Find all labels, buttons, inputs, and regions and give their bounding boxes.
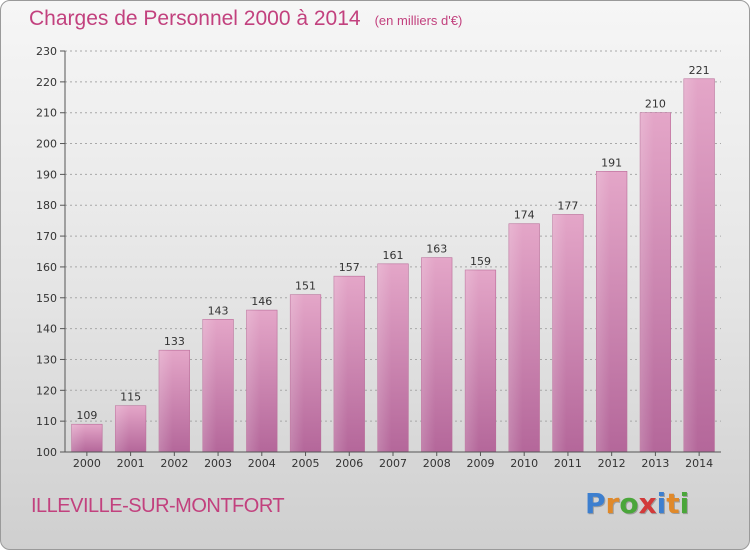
bar-highlight-2008 (421, 257, 436, 452)
logo-letter: x (638, 487, 657, 520)
data-label-2012: 191 (601, 156, 622, 169)
bar-highlight-2000 (71, 424, 86, 452)
x-tick-label-2006: 2006 (335, 457, 363, 470)
bar-highlight-2013 (640, 112, 654, 452)
x-tick-label-2005: 2005 (292, 457, 320, 470)
x-tick-label-2010: 2010 (510, 457, 538, 470)
x-tick-label-2000: 2000 (73, 457, 101, 470)
x-tick-label-2001: 2001 (117, 457, 145, 470)
y-tick-label: 140 (36, 323, 57, 336)
y-tick-label: 180 (36, 199, 57, 212)
bar-highlight-2002 (159, 350, 173, 452)
logo-letter: i (656, 487, 667, 520)
bar-highlight-2007 (377, 263, 392, 452)
logo-letter: t (666, 487, 680, 520)
y-tick-label: 220 (36, 76, 57, 89)
bar-highlight-2004 (246, 310, 261, 452)
chart-title-text: Charges de Personnel 2000 à 2014 (29, 7, 361, 30)
y-tick-label: 110 (36, 415, 57, 428)
bar-highlight-2005 (290, 294, 305, 452)
data-label-2002: 133 (164, 335, 185, 348)
data-label-2011: 177 (557, 199, 578, 212)
x-tick-label-2013: 2013 (641, 457, 669, 470)
data-label-2000: 109 (76, 409, 97, 422)
logo-letter: r (605, 487, 620, 520)
y-tick-label: 130 (36, 353, 57, 366)
bar-highlight-2011 (552, 214, 567, 452)
x-tick-label-2003: 2003 (204, 457, 232, 470)
y-tick-label: 150 (36, 292, 57, 305)
data-label-2004: 146 (251, 295, 272, 308)
data-label-2010: 174 (514, 209, 535, 222)
y-tick-label: 120 (36, 384, 57, 397)
bar-highlight-2001 (115, 405, 130, 452)
logo-letter: i (679, 487, 690, 520)
y-tick-label: 160 (36, 261, 57, 274)
logo-letter: o (619, 487, 639, 520)
x-tick-label-2011: 2011 (554, 457, 582, 470)
bar-highlight-2009 (465, 270, 479, 452)
logo-letter: P (585, 487, 606, 520)
city-name: ILLEVILLE-SUR-MONTFORT (31, 495, 285, 517)
data-label-2008: 163 (426, 243, 447, 256)
bar-highlight-2012 (596, 171, 611, 453)
data-label-2009: 159 (470, 255, 491, 268)
y-tick-label: 170 (36, 230, 57, 243)
x-tick-label-2002: 2002 (160, 457, 188, 470)
x-tick-label-2014: 2014 (685, 457, 713, 470)
y-tick-label: 210 (36, 107, 57, 120)
y-tick-label: 200 (36, 138, 57, 151)
data-label-2005: 151 (295, 280, 316, 293)
x-tick-label-2009: 2009 (466, 457, 494, 470)
bar-highlight-2003 (202, 319, 217, 452)
data-label-2013: 210 (645, 98, 666, 111)
y-tick-label: 100 (36, 446, 57, 459)
data-label-2003: 143 (208, 304, 229, 317)
data-label-2001: 115 (120, 391, 141, 404)
chart-title: Charges de Personnel 2000 à 2014 (en mill… (29, 7, 462, 31)
data-label-2007: 161 (383, 249, 404, 262)
bar-highlight-2010 (508, 223, 523, 452)
x-tick-label-2007: 2007 (379, 457, 407, 470)
data-label-2014: 221 (689, 64, 710, 77)
x-tick-label-2012: 2012 (598, 457, 626, 470)
bar-highlight-2006 (333, 276, 348, 452)
data-label-2006: 157 (339, 261, 360, 274)
x-tick-label-2008: 2008 (423, 457, 451, 470)
chart-subtitle: (en milliers d'€) (374, 13, 463, 28)
proxiti-logo[interactable]: Proxiti (585, 487, 689, 520)
y-tick-label: 230 (36, 45, 57, 58)
bar-highlight-2014 (683, 78, 698, 452)
y-tick-label: 190 (36, 168, 57, 181)
x-tick-label-2004: 2004 (248, 457, 276, 470)
